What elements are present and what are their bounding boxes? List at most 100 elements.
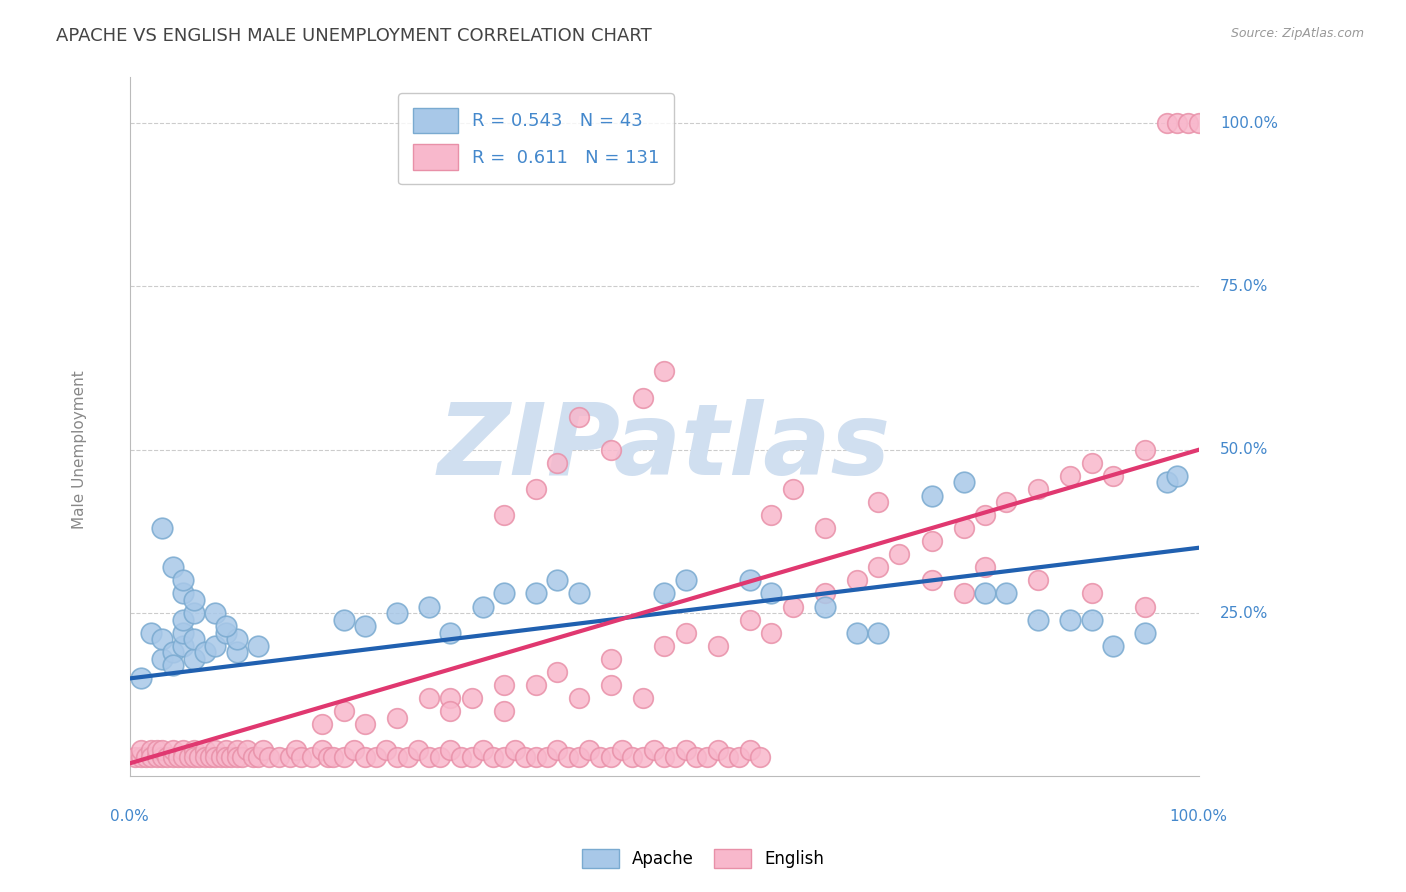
Point <box>1156 475 1178 490</box>
Point <box>782 599 804 614</box>
Point <box>845 625 868 640</box>
Point <box>1028 574 1050 588</box>
Point <box>162 749 184 764</box>
Point <box>675 625 697 640</box>
Point <box>621 749 644 764</box>
Text: 100.0%: 100.0% <box>1170 809 1227 824</box>
Point <box>813 521 835 535</box>
Point <box>557 749 579 764</box>
Point <box>141 625 163 640</box>
Point <box>738 574 761 588</box>
Point <box>482 749 505 764</box>
Point <box>418 599 440 614</box>
Point <box>225 749 247 764</box>
Point <box>177 749 200 764</box>
Point <box>396 749 419 764</box>
Point <box>150 749 173 764</box>
Point <box>589 749 612 764</box>
Point <box>172 625 194 640</box>
Point <box>631 691 654 706</box>
Legend: R = 0.543   N = 43, R =  0.611   N = 131: R = 0.543 N = 43, R = 0.611 N = 131 <box>398 94 673 185</box>
Point <box>150 652 173 666</box>
Point <box>332 704 354 718</box>
Point <box>546 456 568 470</box>
Point <box>135 749 157 764</box>
Point <box>868 495 890 509</box>
Point <box>599 678 621 692</box>
Point <box>652 749 675 764</box>
Point <box>145 749 167 764</box>
Point <box>145 743 167 757</box>
Point <box>167 749 190 764</box>
Point <box>1081 613 1104 627</box>
Text: 25.0%: 25.0% <box>1220 606 1268 621</box>
Legend: Apache, English: Apache, English <box>575 842 831 875</box>
Point <box>198 749 221 764</box>
Point <box>172 586 194 600</box>
Point <box>418 749 440 764</box>
Point <box>204 749 226 764</box>
Point <box>172 613 194 627</box>
Point <box>311 743 333 757</box>
Point <box>631 749 654 764</box>
Point <box>685 749 707 764</box>
Text: 100.0%: 100.0% <box>1220 116 1278 130</box>
Point <box>231 749 253 764</box>
Point <box>524 749 547 764</box>
Point <box>332 749 354 764</box>
Point <box>921 574 943 588</box>
Point <box>1188 116 1211 130</box>
Point <box>301 749 323 764</box>
Point <box>129 743 152 757</box>
Point <box>974 586 997 600</box>
Point <box>124 749 146 764</box>
Point <box>194 743 217 757</box>
Point <box>290 749 312 764</box>
Point <box>568 586 591 600</box>
Point <box>1081 456 1104 470</box>
Point <box>759 586 782 600</box>
Point <box>156 749 179 764</box>
Point <box>354 749 377 764</box>
Point <box>183 606 205 620</box>
Point <box>194 749 217 764</box>
Point <box>706 743 728 757</box>
Point <box>652 364 675 378</box>
Point <box>889 547 911 561</box>
Point <box>183 593 205 607</box>
Point <box>738 613 761 627</box>
Point <box>209 749 232 764</box>
Point <box>150 521 173 535</box>
Point <box>183 743 205 757</box>
Point <box>599 442 621 457</box>
Point <box>952 475 974 490</box>
Point <box>515 749 537 764</box>
Point <box>129 672 152 686</box>
Point <box>354 619 377 633</box>
Text: Source: ZipAtlas.com: Source: ZipAtlas.com <box>1230 27 1364 40</box>
Point <box>408 743 430 757</box>
Point <box>492 678 515 692</box>
Point <box>1177 116 1199 130</box>
Point <box>1166 469 1188 483</box>
Point <box>974 560 997 574</box>
Point <box>921 488 943 502</box>
Point <box>141 743 163 757</box>
Point <box>162 658 184 673</box>
Point <box>215 743 238 757</box>
Point <box>868 560 890 574</box>
Point <box>610 743 633 757</box>
Point <box>215 625 238 640</box>
Point <box>675 574 697 588</box>
Point <box>568 410 591 425</box>
Text: ZIPatlas: ZIPatlas <box>437 400 891 496</box>
Point <box>225 645 247 659</box>
Point <box>813 586 835 600</box>
Point <box>385 749 408 764</box>
Point <box>141 749 163 764</box>
Point <box>247 639 270 653</box>
Point <box>450 749 472 764</box>
Point <box>1059 613 1081 627</box>
Point <box>738 743 761 757</box>
Point <box>162 560 184 574</box>
